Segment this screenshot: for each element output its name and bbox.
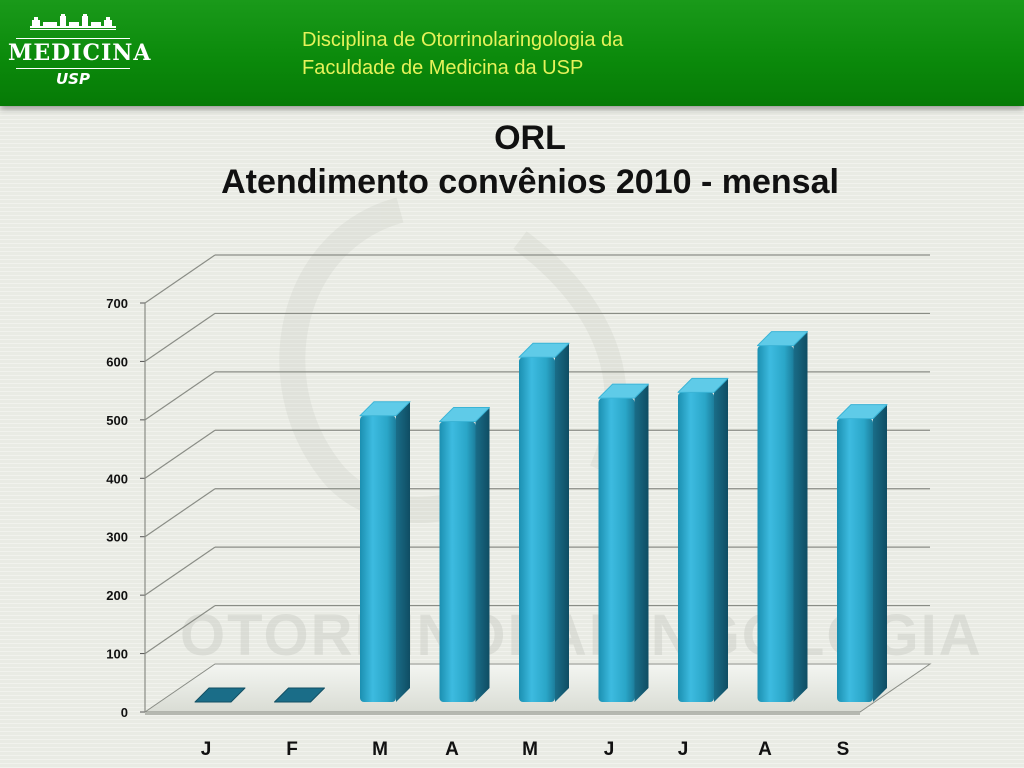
- bar-front: [837, 418, 873, 702]
- bar-top: [598, 383, 649, 399]
- x-tick-label: M: [522, 739, 538, 760]
- slide-title-line: Atendimento convênios 2010 - mensal: [221, 163, 839, 201]
- bar-top: [836, 404, 888, 420]
- bar: [518, 342, 570, 702]
- header-title-line: Disciplina de Otorrinolaringologia da: [302, 29, 624, 51]
- logo-rule: [16, 38, 130, 39]
- x-tick-label: A: [758, 739, 772, 760]
- bar: [274, 687, 325, 703]
- y-tick-label: 400: [106, 471, 128, 486]
- bar-front: [598, 398, 635, 702]
- y-tick-label: 700: [106, 296, 128, 311]
- bar-side: [396, 401, 410, 702]
- chart-bars: [194, 331, 888, 703]
- y-tick-label: 0: [121, 705, 128, 720]
- bar-front: [360, 415, 396, 702]
- bar: [439, 407, 490, 702]
- bar-flat: [194, 687, 246, 703]
- y-axis: 0 100 200 300 400 500 600 700: [106, 296, 146, 720]
- y-tick-label: 500: [106, 413, 128, 428]
- y-tick-label: 200: [106, 588, 128, 603]
- x-tick-label: S: [837, 739, 850, 760]
- bar-side: [555, 343, 569, 702]
- y-tick-label: 100: [106, 647, 128, 662]
- x-tick-label: J: [604, 739, 615, 760]
- x-tick-label: A: [445, 739, 459, 760]
- bar-top: [757, 331, 808, 347]
- bar-side: [475, 407, 490, 702]
- gridline-diagonal: [144, 429, 216, 479]
- logo-text: MEDICINA: [8, 40, 152, 66]
- bar-front: [439, 421, 476, 702]
- x-tick-label: F: [286, 739, 298, 760]
- slide-title-line: ORL: [494, 119, 566, 157]
- slide-title: ORL Atendimento convênios 2010 - mensal: [0, 116, 1024, 204]
- gridline-diagonal: [144, 488, 216, 538]
- bar: [677, 377, 729, 702]
- x-tick-label: J: [201, 739, 212, 760]
- bar: [836, 404, 888, 702]
- medicina-usp-logo: MEDICINA USP: [8, 10, 152, 94]
- gridline-diagonal: [144, 546, 216, 596]
- bar-side: [793, 331, 808, 702]
- bar-front: [678, 392, 714, 702]
- bar-front: [519, 357, 555, 702]
- bar: [359, 401, 411, 702]
- bar-top: [518, 342, 570, 358]
- logo-subtext: USP: [56, 70, 90, 88]
- logo-rule: [16, 68, 130, 69]
- bar: [757, 331, 808, 702]
- bar: [194, 687, 246, 703]
- gridline-diagonal: [144, 312, 216, 362]
- header-title-line: Faculdade de Medicina da USP: [302, 57, 584, 79]
- gridline-diagonal: [144, 371, 216, 421]
- header-bar: MEDICINA USP Disciplina de Otorrinolarin…: [0, 0, 1024, 106]
- gridline-diagonal: [144, 605, 216, 655]
- bar-flat: [274, 687, 325, 703]
- bar-front: [757, 345, 794, 702]
- x-tick-label: J: [678, 739, 689, 760]
- faculty-building-icon: [30, 14, 116, 30]
- bar: [598, 383, 649, 702]
- chart-floor-edge: [145, 712, 860, 715]
- x-tick-label: M: [372, 739, 388, 760]
- y-tick-label: 300: [106, 530, 128, 545]
- bar-top: [439, 407, 490, 423]
- bar-side: [634, 384, 649, 702]
- y-tick-label: 600: [106, 354, 128, 369]
- gridline-diagonal: [144, 254, 216, 304]
- bar-side: [873, 404, 887, 702]
- bar-top: [359, 401, 411, 417]
- header-title: Disciplina de Otorrinolaringologia da Fa…: [302, 26, 822, 82]
- bar-side: [714, 378, 728, 702]
- bar-top: [677, 377, 729, 393]
